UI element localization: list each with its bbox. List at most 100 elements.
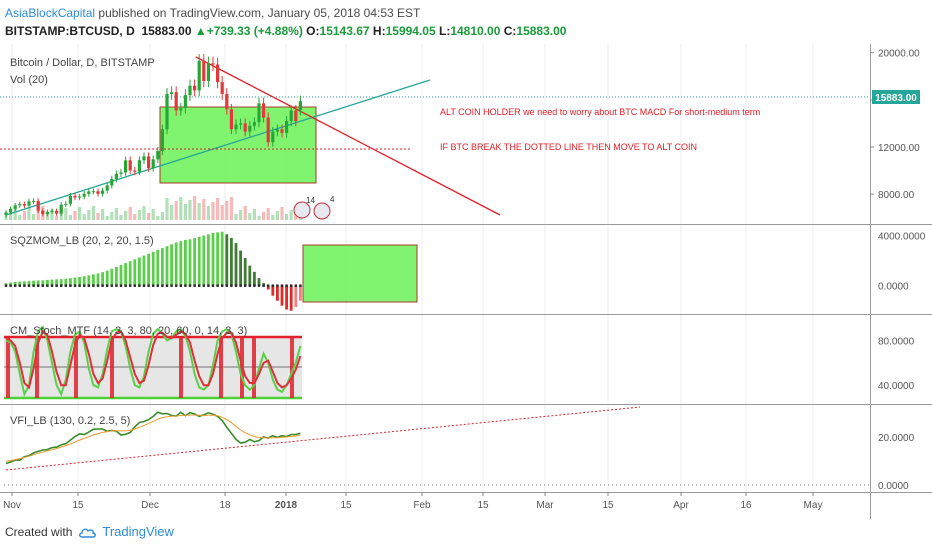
squeeze-dot: [221, 284, 224, 287]
candle-body: [298, 101, 302, 110]
x-tick-label: 16: [740, 500, 752, 511]
volume-bar: [55, 216, 59, 220]
low-value: 14810.00: [450, 24, 501, 38]
symbol-label[interactable]: BITSTAMP:BTCUSD, D: [5, 24, 135, 38]
squeeze-dot: [198, 284, 201, 287]
squeeze-dot: [41, 284, 44, 287]
squeeze-dot: [32, 284, 35, 287]
momentum-bar: [299, 285, 302, 301]
author-link[interactable]: AsiaBlockCapital: [5, 6, 96, 20]
volume-bar: [32, 214, 36, 220]
rising-trendline[interactable]: [5, 79, 431, 216]
volume-bar: [128, 207, 132, 220]
squeeze-dot: [239, 284, 242, 287]
volume-label: Vol (20): [10, 74, 48, 86]
volume-bar: [64, 208, 68, 220]
symbol-info: BITSTAMP:BTCUSD, D 15883.00 ▲+739.33 (+4…: [5, 24, 566, 38]
y-tick-label: 20.0000: [878, 433, 915, 444]
squeeze-dot: [83, 284, 86, 287]
momentum-bar: [151, 251, 155, 286]
flag-icon[interactable]: [293, 201, 311, 219]
price-panel-title: Bitcoin / Dollar, D, BITSTAMP: [10, 57, 155, 69]
momentum-bar: [230, 238, 233, 286]
event-badges[interactable]: 14 4: [293, 195, 335, 220]
last-price: 15883.00: [141, 24, 192, 38]
volume-bar: [275, 211, 279, 220]
annotation-macd[interactable]: ALT COIN HOLDER we need to worry about B…: [440, 107, 760, 117]
squeeze-dot: [133, 284, 136, 287]
volume-bar: [225, 201, 229, 220]
time-axis[interactable]: Nov 15 Dec 18 2018 15 Feb 15 Mar 15 Apr 16 May: [3, 492, 822, 511]
close-label: C:: [503, 24, 517, 38]
x-tick-label: Nov: [3, 500, 21, 511]
y-tick-label: 40.0000: [878, 381, 915, 392]
momentum-bar: [294, 285, 298, 307]
momentum-bar: [4, 283, 8, 286]
falling-trendline[interactable]: [195, 56, 501, 216]
volume-bar: [243, 206, 247, 220]
sqzmom-title: SQZMOM_LB (20, 2, 20, 1.5): [10, 235, 154, 247]
squeeze-dot: [101, 284, 104, 287]
momentum-bar: [18, 281, 22, 286]
high-value: 15994.05: [385, 24, 436, 38]
volume-bar: [170, 205, 174, 220]
y-tick-label: 12000.00: [878, 143, 920, 154]
squeeze-dot: [46, 284, 49, 287]
x-tick-label: 2018: [275, 500, 298, 511]
flag-icon[interactable]: [313, 202, 331, 220]
vfi-line: [5, 414, 301, 462]
panel-borders: [0, 44, 932, 519]
tradingview-logo[interactable]: TradingView: [78, 524, 174, 539]
squeeze-dot: [4, 284, 8, 287]
momentum-bar: [73, 277, 77, 286]
x-tick-label: Feb: [413, 500, 431, 511]
momentum-box[interactable]: [302, 244, 418, 303]
stochastic-panel: CM_Stoch_MTF (14, 3, 3, 80, 20, 60, 0, 1…: [4, 325, 915, 400]
vfi-line: [5, 411, 301, 465]
volume-bar: [4, 216, 8, 220]
momentum-bar: [105, 270, 109, 286]
momentum-bar: [216, 232, 219, 286]
squeeze-dot: [147, 284, 150, 287]
volume-bar: [234, 214, 238, 220]
squeeze-dot: [225, 284, 228, 287]
momentum-bar: [138, 257, 141, 286]
open-value: 15143.67: [319, 24, 370, 38]
momentum-bar: [257, 278, 261, 286]
volume-bar: [87, 210, 91, 220]
squeeze-dot: [170, 284, 173, 287]
stoch-line: [5, 325, 302, 398]
momentum-bar: [239, 250, 242, 286]
crossing-bar: [110, 337, 114, 398]
candle-body: [271, 131, 275, 143]
volume-bar: [216, 198, 220, 220]
momentum-bar: [161, 248, 164, 286]
squeeze-dot: [55, 284, 58, 287]
squeeze-dot: [14, 284, 17, 287]
candle-body: [151, 159, 155, 169]
crossing-bar: [179, 337, 183, 398]
momentum-bar: [27, 280, 31, 286]
momentum-bar: [225, 234, 229, 286]
squeeze-dot: [69, 284, 72, 287]
candle-body: [119, 172, 123, 174]
tradingview-brand: TradingView: [102, 524, 174, 539]
candle-body: [105, 185, 109, 191]
annotation-breakout[interactable]: IF BTC BREAK THE DOTTED LINE THEN MOVE T…: [440, 142, 697, 152]
momentum-bar: [13, 281, 17, 286]
candle-body: [239, 123, 243, 125]
squeeze-dot: [96, 284, 100, 287]
candle-body: [257, 103, 261, 123]
volume-bar: [22, 211, 26, 220]
x-tick-label: May: [804, 500, 823, 511]
volume-bar: [119, 215, 123, 220]
squeeze-dot: [299, 284, 302, 287]
candle-body: [68, 195, 72, 204]
volume-bar: [271, 215, 275, 220]
chart-area[interactable]: ALT COIN HOLDER we need to worry about B…: [0, 44, 932, 519]
crossing-bar: [74, 337, 78, 398]
candle-body: [266, 117, 270, 143]
momentum-bar: [41, 280, 45, 286]
squeeze-dot: [253, 284, 256, 287]
momentum-bar: [280, 285, 284, 306]
